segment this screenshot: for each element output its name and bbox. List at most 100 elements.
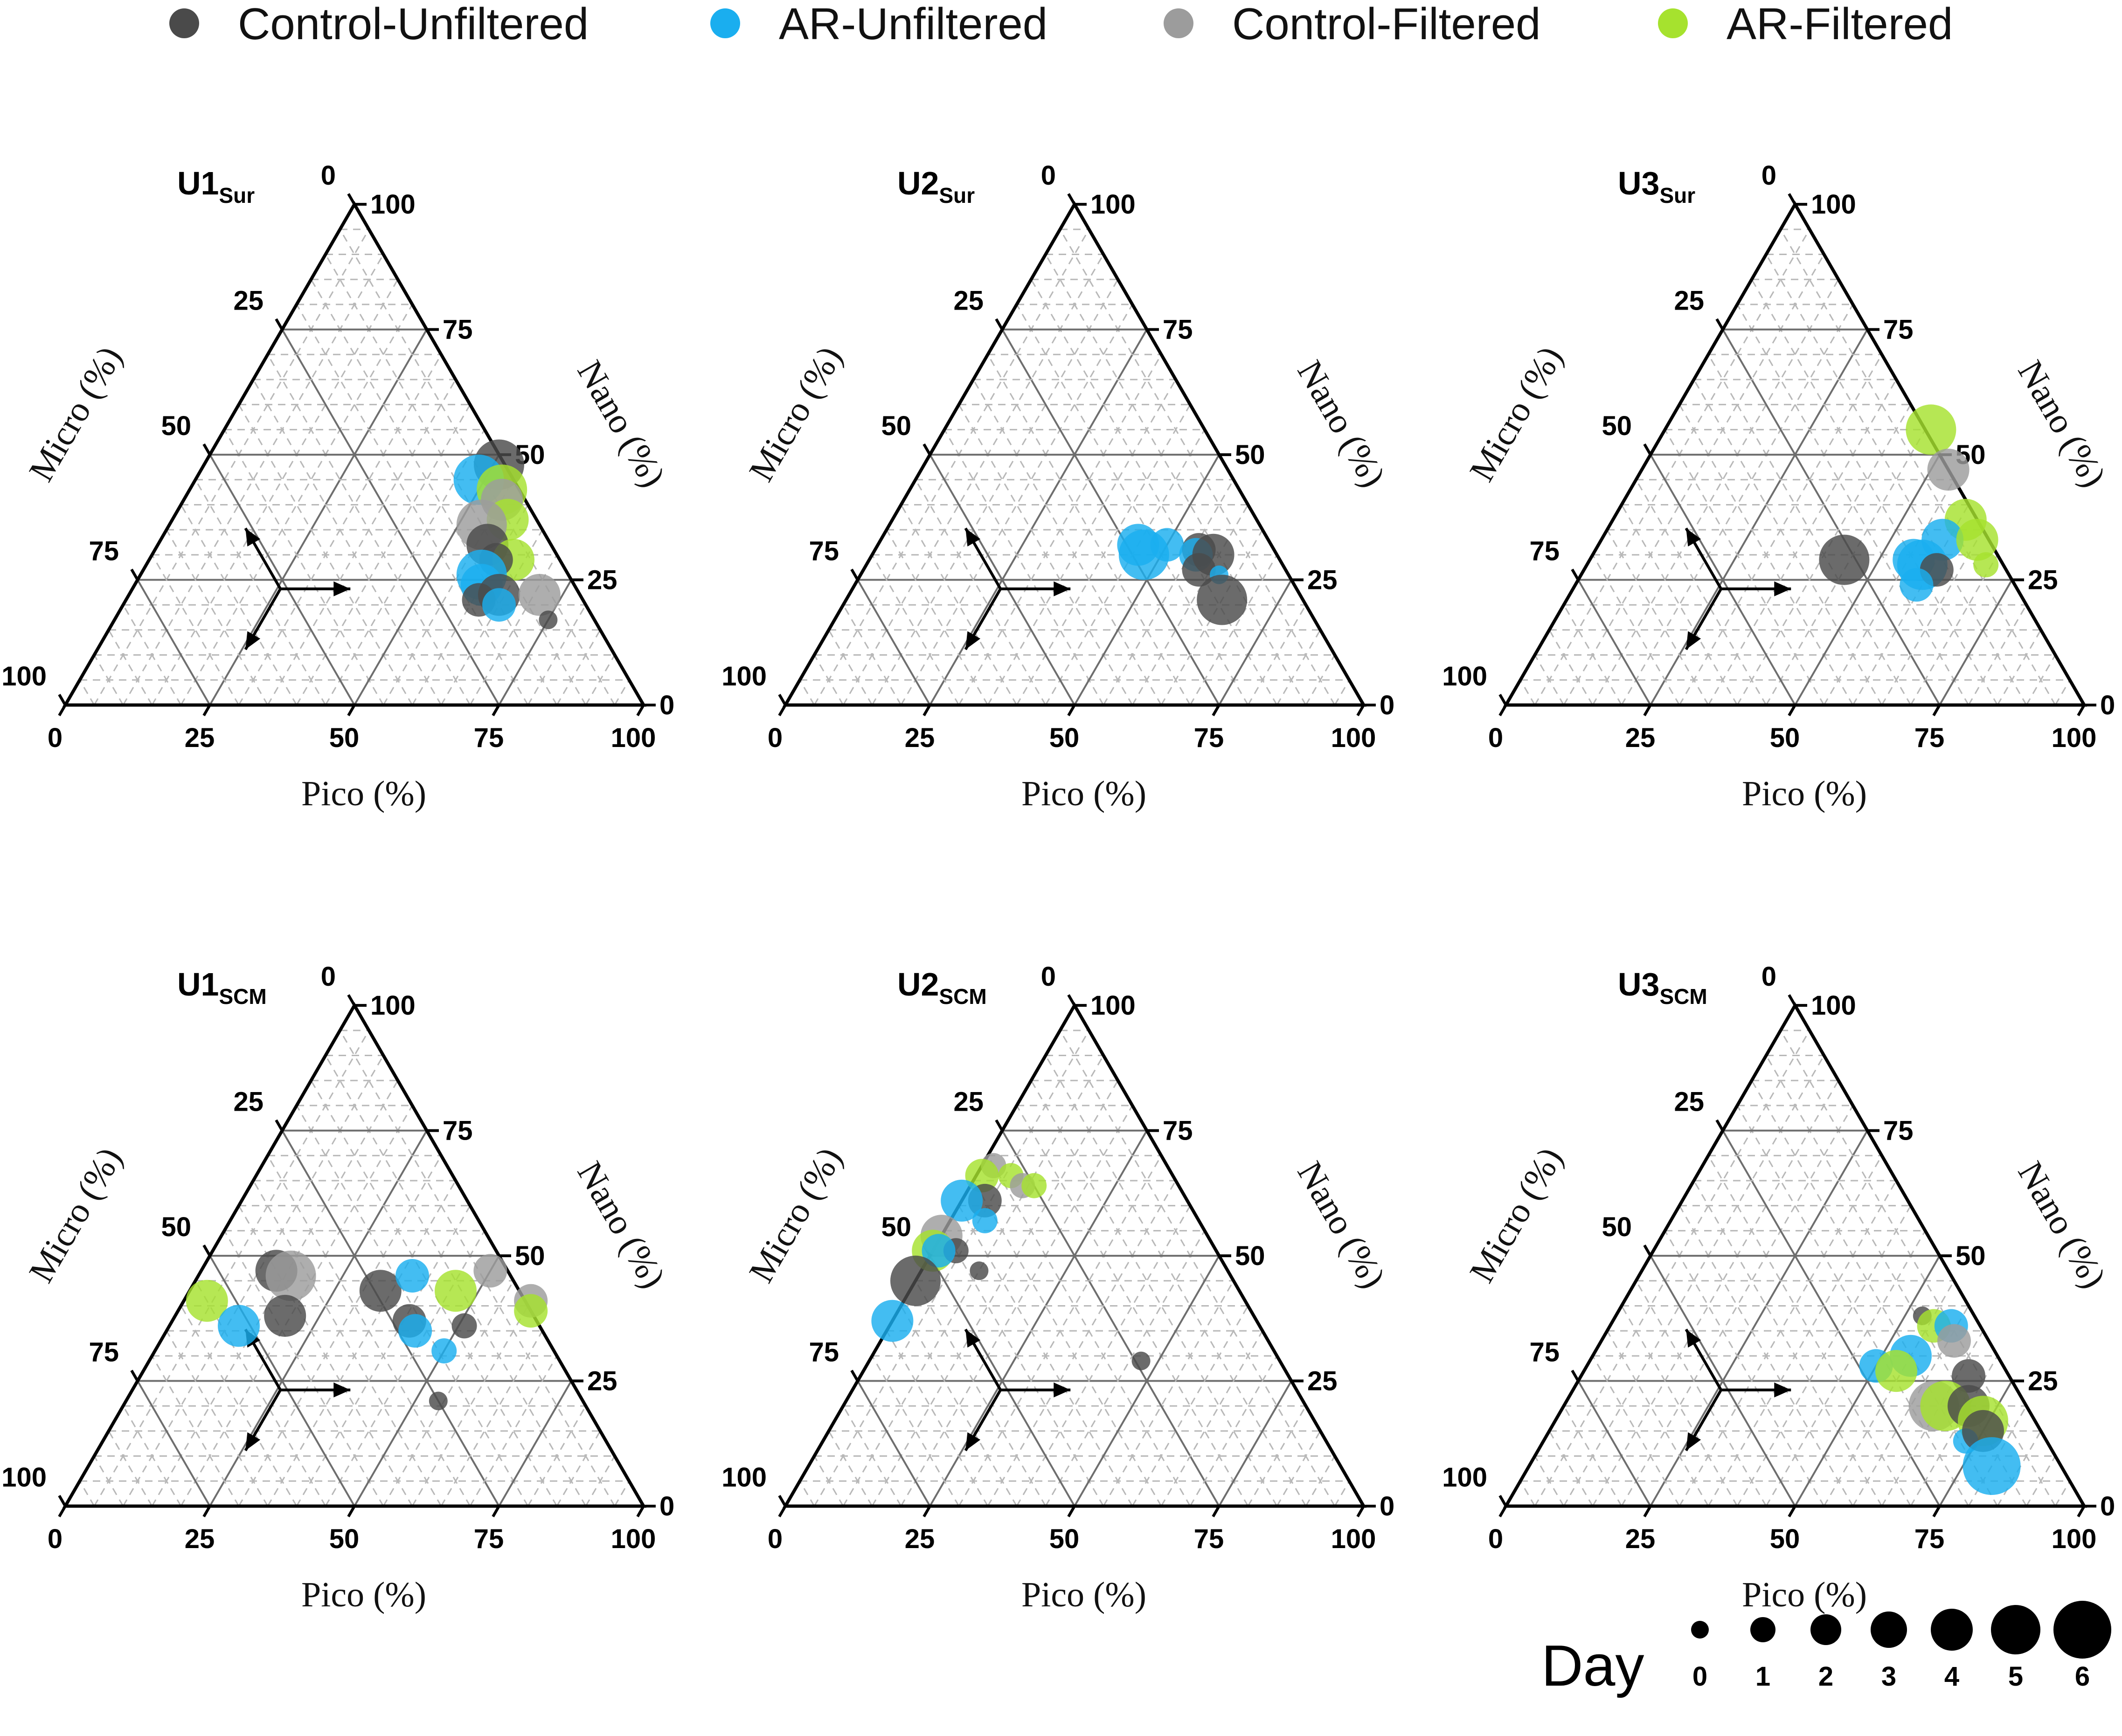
grid-line-pico-15 xyxy=(1592,1080,1839,1507)
tick-label-pico-25: 25 xyxy=(905,723,935,753)
tick-label-nano-75: 75 xyxy=(1883,1116,1914,1146)
grid-line-micro-55 xyxy=(194,1280,326,1507)
tick-label-micro-50: 50 xyxy=(881,411,911,441)
tick-micro-25 xyxy=(275,1119,284,1132)
grid-line-pico-85 xyxy=(556,1431,601,1507)
tick-label-micro-50: 50 xyxy=(1602,411,1632,441)
grid-line-pico-5 xyxy=(813,1030,1090,1507)
grid-line-pico-55 xyxy=(382,1280,514,1507)
grid-line-pico-90 xyxy=(1305,1455,1336,1507)
axis-title-pico: Pico (%) xyxy=(1021,774,1146,813)
grid-line-pico-20 xyxy=(1621,304,1854,705)
tick-label-micro-75: 75 xyxy=(809,536,839,567)
arrow-micro-head xyxy=(245,631,261,650)
day-legend-label-1: 1 xyxy=(1755,1661,1770,1692)
tick-label-pico-25: 25 xyxy=(1625,723,1656,753)
tick-label-micro-50: 50 xyxy=(161,1212,191,1242)
grid-line-micro-70 xyxy=(1592,554,1680,705)
grid-line-micro-25 xyxy=(1001,329,1220,706)
grid-line-pico-20 xyxy=(900,1105,1133,1507)
grid-line-micro-90 xyxy=(1534,1455,1565,1507)
grid-line-pico-35 xyxy=(267,1180,457,1507)
panel-title-subscript: SCM xyxy=(1659,984,1707,1009)
tick-micro-100 xyxy=(58,693,67,706)
grid-line-pico-95 xyxy=(614,1480,630,1507)
data-point-4 xyxy=(1937,1324,1971,1358)
data-point-8 xyxy=(972,1208,998,1233)
grid-line-pico-5 xyxy=(1534,229,1810,705)
grid-line-micro-15 xyxy=(1030,279,1278,705)
panel-title-subscript: SCM xyxy=(219,984,266,1009)
data-point-16 xyxy=(429,1391,448,1411)
tick-label-nano-25: 25 xyxy=(1307,565,1338,595)
tick-label-micro-75: 75 xyxy=(89,536,119,567)
grid-line-micro-55 xyxy=(915,479,1047,705)
grid-line-micro-15 xyxy=(310,1080,558,1507)
grid-line-micro-50 xyxy=(929,1255,1075,1507)
data-point-3 xyxy=(186,1280,228,1322)
tick-label-nano-25: 25 xyxy=(2028,1366,2058,1397)
tick-micro-100 xyxy=(1498,1494,1507,1507)
axis-title-pico: Pico (%) xyxy=(1021,1575,1146,1614)
grid-line-micro-75 xyxy=(1577,1380,1651,1507)
tick-label-nano-0: 0 xyxy=(659,1491,674,1522)
tick-label-pico-50: 50 xyxy=(1770,723,1800,753)
grid-line-micro-20 xyxy=(296,304,529,705)
tick-pico-25 xyxy=(1643,704,1652,717)
grid-line-micro-40 xyxy=(958,1205,1133,1507)
tick-micro-25 xyxy=(995,318,1004,331)
panel-title-main: U1 xyxy=(177,966,219,1003)
tick-label-micro-75: 75 xyxy=(809,1337,839,1368)
grid-line-micro-40 xyxy=(238,1205,413,1507)
grid-line-micro-40 xyxy=(958,404,1133,705)
tick-label-nano-100: 100 xyxy=(370,189,416,220)
grid-line-pico-5 xyxy=(93,1030,370,1507)
tick-micro-50 xyxy=(922,443,931,456)
grid-line-micro-85 xyxy=(108,629,153,705)
arrow-pico-head xyxy=(333,1382,351,1397)
tick-pico-25 xyxy=(1643,1505,1652,1518)
panel-title-main: U2 xyxy=(897,165,939,201)
day-legend-label-0: 0 xyxy=(1692,1661,1707,1692)
grid-line-pico-80 xyxy=(527,604,587,705)
tick-micro-75 xyxy=(1571,568,1580,581)
arrow-pico-head xyxy=(1774,1382,1791,1397)
grid-line-micro-35 xyxy=(972,379,1162,705)
tick-label-pico-75: 75 xyxy=(1194,723,1224,753)
tick-label-micro-0: 0 xyxy=(1041,961,1056,992)
grid-line-micro-25 xyxy=(281,329,500,706)
data-point-6 xyxy=(359,1270,402,1312)
grid-line-pico-65 xyxy=(1160,1330,1263,1507)
tick-label-nano-100: 100 xyxy=(1090,990,1136,1021)
panel-title-subscript: Sur xyxy=(219,183,255,207)
tick-micro-0 xyxy=(1067,994,1076,1006)
grid-line-pico-15 xyxy=(151,1080,399,1507)
tick-label-micro-100: 100 xyxy=(1442,1462,1487,1493)
grid-line-micro-35 xyxy=(1693,1180,1883,1507)
data-point-7 xyxy=(395,1259,429,1293)
grid-line-micro-15 xyxy=(1751,279,1998,705)
data-point-8 xyxy=(1952,1359,1985,1393)
tick-label-nano-0: 0 xyxy=(1380,1491,1394,1522)
grid-line-pico-80 xyxy=(527,1405,587,1507)
grid-line-pico-25 xyxy=(209,329,428,706)
tick-label-micro-50: 50 xyxy=(161,411,191,441)
tick-label-nano-0: 0 xyxy=(1380,690,1394,720)
data-point-12 xyxy=(922,1234,956,1268)
tick-micro-50 xyxy=(1643,1245,1652,1257)
data-point-16 xyxy=(539,610,558,629)
tick-label-pico-100: 100 xyxy=(2052,1524,2097,1554)
panel-title: U1Sur xyxy=(177,165,255,207)
tick-label-pico-100: 100 xyxy=(2052,723,2097,753)
tick-label-micro-75: 75 xyxy=(89,1337,119,1368)
tick-label-pico-0: 0 xyxy=(48,1524,62,1554)
legend-marker-1 xyxy=(169,8,199,38)
panel-title: U3SCM xyxy=(1618,966,1707,1009)
grid-line-pico-75 xyxy=(498,1380,572,1507)
panel-title-main: U2 xyxy=(897,966,939,1003)
tick-micro-0 xyxy=(1788,994,1796,1006)
tick-label-micro-25: 25 xyxy=(233,286,264,316)
grid-line-micro-15 xyxy=(1030,1080,1278,1507)
grid-line-micro-85 xyxy=(1548,1431,1594,1507)
